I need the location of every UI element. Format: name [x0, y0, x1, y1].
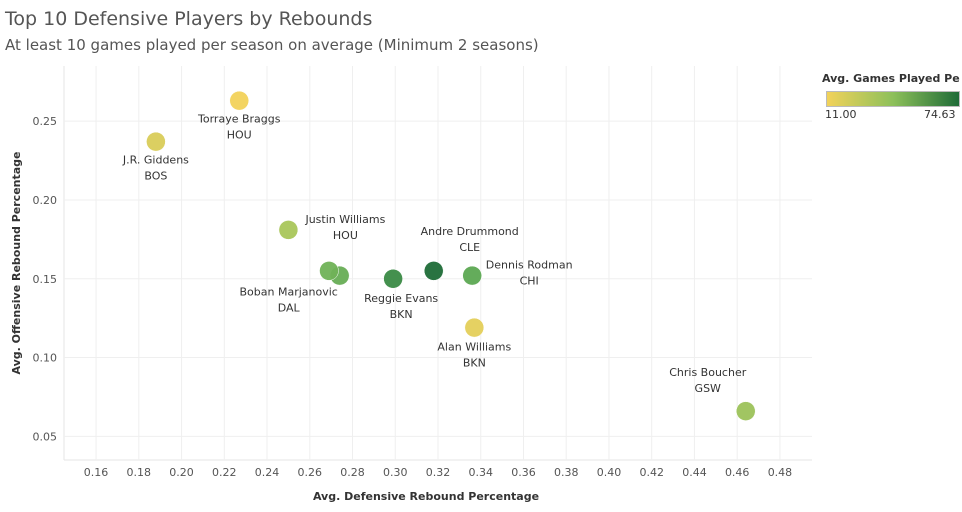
data-point[interactable]	[383, 269, 403, 289]
x-tick-label: 0.44	[682, 466, 707, 479]
x-tick-label: 0.22	[212, 466, 237, 479]
point-team-label: HOU	[227, 129, 252, 142]
x-tick-label: 0.20	[169, 466, 194, 479]
point-team-label: BKN	[390, 308, 413, 321]
point-name-label: Boban Marjanovic	[240, 286, 338, 299]
x-tick-label: 0.38	[554, 466, 579, 479]
y-tick-label: 0.20	[33, 194, 58, 207]
legend-title: Avg. Games Played Per ..	[822, 72, 960, 85]
y-tick-label: 0.10	[33, 352, 58, 365]
point-team-label: BOS	[144, 170, 167, 183]
x-tick-label: 0.40	[597, 466, 622, 479]
chart-subtitle: At least 10 games played per season on a…	[5, 36, 539, 54]
data-point[interactable]	[319, 261, 339, 281]
y-axis-title: Avg. Offensive Rebound Percentage	[10, 151, 23, 374]
data-labels: Torraye Braggs HOU J.R. Giddens BOS Justin W…	[122, 113, 747, 395]
point-name-label: Chris Boucher	[669, 366, 746, 379]
x-tick-label: 0.48	[768, 466, 793, 479]
point-team-label: BKN	[463, 357, 486, 370]
point-name-label: Andre Drummond	[421, 225, 519, 238]
x-tick-label: 0.28	[340, 466, 365, 479]
point-name-label: Reggie Evans	[364, 292, 438, 305]
data-point[interactable]	[464, 317, 485, 338]
x-tick-label: 0.16	[84, 466, 109, 479]
x-tick-label: 0.18	[127, 466, 152, 479]
legend-min-label: 11.00	[825, 108, 857, 121]
x-tick-label: 0.42	[639, 466, 664, 479]
point-team-label: GSW	[695, 382, 722, 395]
point-team-label: HOU	[333, 229, 358, 242]
data-point[interactable]	[462, 265, 482, 286]
point-name-label: J.R. Giddens	[122, 154, 189, 167]
y-axis-ticks: 0.05 0.10 0.15 0.20 0.25	[33, 115, 58, 443]
x-tick-label: 0.30	[383, 466, 408, 479]
point-name-label: Dennis Rodman	[486, 259, 573, 272]
data-point[interactable]	[229, 90, 249, 111]
point-team-label: DAL	[278, 302, 301, 315]
color-legend[interactable]: Avg. Games Played Per .. 11.00 74.63	[822, 72, 962, 121]
x-tick-label: 0.32	[426, 466, 451, 479]
data-point[interactable]	[423, 261, 444, 281]
legend-max-label: 74.63	[924, 108, 956, 121]
x-tick-label: 0.24	[255, 466, 280, 479]
y-tick-label: 0.15	[33, 273, 58, 286]
x-tick-label: 0.36	[511, 466, 536, 479]
point-team-label: CLE	[459, 241, 480, 254]
point-name-label: Alan Williams	[437, 341, 511, 354]
legend-color-gradient	[826, 91, 960, 107]
x-axis-title: Avg. Defensive Rebound Percentage	[313, 490, 539, 503]
chart-title: Top 10 Defensive Players by Rebounds	[5, 8, 373, 30]
data-point[interactable]	[278, 220, 299, 240]
point-name-label: Torraye Braggs	[197, 113, 281, 126]
y-tick-label: 0.25	[33, 115, 58, 128]
x-tick-label: 0.46	[725, 466, 750, 479]
point-name-label: Justin Williams	[304, 213, 385, 226]
data-point[interactable]	[146, 131, 166, 152]
data-points	[146, 90, 756, 421]
x-tick-label: 0.26	[298, 466, 323, 479]
data-point[interactable]	[735, 401, 756, 421]
point-team-label: CHI	[520, 275, 539, 288]
x-tick-label: 0.34	[468, 466, 493, 479]
x-axis-ticks: 0.16 0.18 0.20 0.22 0.24 0.26 0.28 0.30 0.32 0.34…	[84, 466, 792, 479]
y-tick-label: 0.05	[33, 430, 58, 443]
